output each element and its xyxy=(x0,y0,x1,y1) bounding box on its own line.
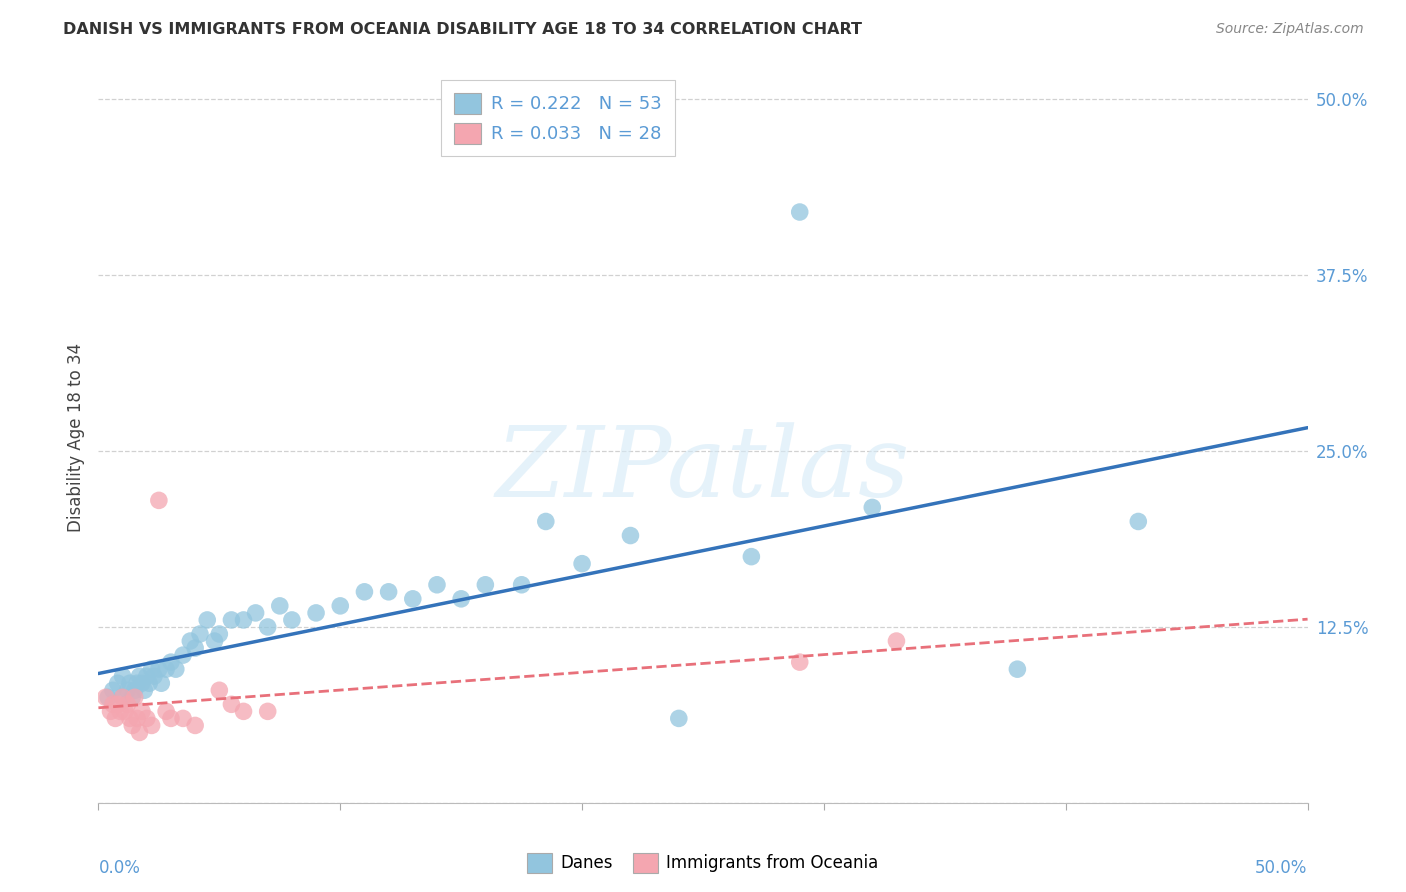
Point xyxy=(1007,662,1029,676)
Point xyxy=(111,669,134,683)
Point xyxy=(269,599,291,613)
Point xyxy=(150,676,173,690)
Point xyxy=(256,620,278,634)
Point xyxy=(127,711,149,725)
Point xyxy=(155,662,177,676)
Point xyxy=(305,606,328,620)
Point xyxy=(510,578,533,592)
Point xyxy=(426,578,449,592)
Point xyxy=(117,683,139,698)
Text: 0.0%: 0.0% xyxy=(98,859,141,877)
Point xyxy=(232,705,254,719)
Point xyxy=(128,669,150,683)
Point xyxy=(165,662,187,676)
Point xyxy=(204,634,226,648)
Point xyxy=(141,718,163,732)
Point xyxy=(232,613,254,627)
Point xyxy=(402,591,425,606)
Point xyxy=(160,711,183,725)
Point xyxy=(281,613,304,627)
Point xyxy=(97,690,120,705)
Point xyxy=(474,578,496,592)
Point xyxy=(184,641,207,656)
Point xyxy=(121,690,143,705)
Point xyxy=(172,711,194,725)
Point xyxy=(100,705,122,719)
Point xyxy=(571,557,593,571)
Point xyxy=(188,627,211,641)
Point xyxy=(245,606,267,620)
Text: DANISH VS IMMIGRANTS FROM OCEANIA DISABILITY AGE 18 TO 34 CORRELATION CHART: DANISH VS IMMIGRANTS FROM OCEANIA DISABI… xyxy=(63,22,862,37)
Point xyxy=(740,549,762,564)
Point xyxy=(886,634,908,648)
Point xyxy=(108,705,131,719)
Point xyxy=(117,698,139,712)
Point xyxy=(111,690,134,705)
Point xyxy=(450,591,472,606)
Point xyxy=(135,711,157,725)
Point xyxy=(118,711,141,725)
Y-axis label: Disability Age 18 to 34: Disability Age 18 to 34 xyxy=(66,343,84,532)
Point xyxy=(107,698,129,712)
Point xyxy=(184,718,207,732)
Legend: R = 0.222   N = 53, R = 0.033   N = 28: R = 0.222 N = 53, R = 0.033 N = 28 xyxy=(441,80,675,156)
Point xyxy=(789,655,811,669)
Legend: Danes, Immigrants from Oceania: Danes, Immigrants from Oceania xyxy=(520,847,886,880)
Point xyxy=(195,613,218,627)
Point xyxy=(121,718,143,732)
Point xyxy=(789,205,811,219)
Point xyxy=(148,662,170,676)
Point xyxy=(619,528,641,542)
Point xyxy=(111,690,134,705)
Point xyxy=(131,676,153,690)
Point xyxy=(138,676,160,690)
Point xyxy=(148,493,170,508)
Point xyxy=(114,705,136,719)
Point xyxy=(124,683,146,698)
Text: Source: ZipAtlas.com: Source: ZipAtlas.com xyxy=(1216,22,1364,37)
Point xyxy=(534,515,557,529)
Point xyxy=(1128,515,1150,529)
Point xyxy=(155,705,177,719)
Point xyxy=(101,683,124,698)
Text: ZIPatlas: ZIPatlas xyxy=(496,423,910,517)
Point xyxy=(221,613,243,627)
Point xyxy=(107,676,129,690)
Point xyxy=(172,648,194,662)
Point xyxy=(143,669,166,683)
Point xyxy=(377,584,399,599)
Point xyxy=(94,690,117,705)
Point xyxy=(131,705,153,719)
Point xyxy=(208,627,231,641)
Point xyxy=(134,683,156,698)
Point xyxy=(668,711,690,725)
Point xyxy=(128,725,150,739)
Point xyxy=(141,662,163,676)
Text: 50.0%: 50.0% xyxy=(1256,859,1308,877)
Point xyxy=(101,698,124,712)
Point xyxy=(118,676,141,690)
Point xyxy=(127,676,149,690)
Point xyxy=(160,655,183,669)
Point xyxy=(221,698,243,712)
Point xyxy=(329,599,352,613)
Point xyxy=(124,690,146,705)
Point xyxy=(104,711,127,725)
Point xyxy=(179,634,201,648)
Point xyxy=(860,500,883,515)
Point xyxy=(256,705,278,719)
Point xyxy=(135,669,157,683)
Point xyxy=(353,584,375,599)
Point xyxy=(208,683,231,698)
